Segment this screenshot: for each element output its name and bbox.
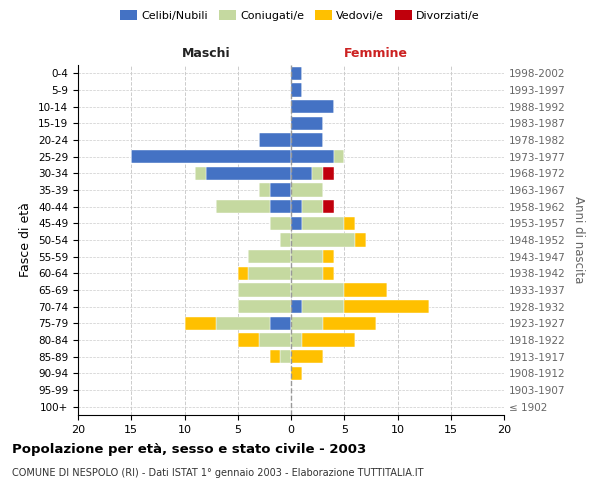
Bar — [302, 300, 344, 314]
Bar — [131, 150, 291, 164]
Bar — [291, 366, 302, 380]
Bar — [280, 234, 291, 246]
Bar — [291, 300, 302, 314]
Bar — [195, 166, 206, 180]
Y-axis label: Anni di nascita: Anni di nascita — [572, 196, 585, 284]
Bar — [217, 200, 270, 213]
Bar — [291, 350, 323, 364]
Bar — [248, 266, 291, 280]
Bar — [259, 134, 291, 146]
Bar — [291, 166, 313, 180]
Bar — [344, 300, 430, 314]
Bar — [344, 216, 355, 230]
Bar — [291, 116, 323, 130]
Bar — [291, 66, 302, 80]
Bar — [291, 316, 323, 330]
Bar — [248, 250, 291, 264]
Bar — [270, 184, 291, 196]
Bar — [238, 266, 248, 280]
Bar — [291, 150, 334, 164]
Bar — [323, 250, 334, 264]
Bar — [291, 134, 323, 146]
Bar — [291, 184, 323, 196]
Bar — [355, 234, 365, 246]
Bar — [291, 250, 323, 264]
Bar — [291, 100, 334, 114]
Bar — [185, 316, 217, 330]
Bar — [270, 216, 291, 230]
Bar — [270, 316, 291, 330]
Y-axis label: Fasce di età: Fasce di età — [19, 202, 32, 278]
Bar — [291, 334, 302, 346]
Bar — [238, 334, 259, 346]
Bar — [323, 266, 334, 280]
Text: COMUNE DI NESPOLO (RI) - Dati ISTAT 1° gennaio 2003 - Elaborazione TUTTITALIA.IT: COMUNE DI NESPOLO (RI) - Dati ISTAT 1° g… — [12, 468, 424, 477]
Text: Popolazione per età, sesso e stato civile - 2003: Popolazione per età, sesso e stato civil… — [12, 442, 366, 456]
Bar — [291, 200, 302, 213]
Bar — [323, 316, 376, 330]
Bar — [206, 166, 291, 180]
Bar — [344, 284, 387, 296]
Bar — [259, 184, 270, 196]
Bar — [270, 350, 280, 364]
Bar — [323, 166, 334, 180]
Bar — [238, 284, 291, 296]
Bar — [291, 84, 302, 96]
Bar — [334, 150, 344, 164]
Bar — [270, 200, 291, 213]
Bar — [323, 200, 334, 213]
Bar — [291, 284, 344, 296]
Bar — [217, 316, 270, 330]
Bar — [238, 300, 291, 314]
Bar — [313, 166, 323, 180]
Bar — [291, 234, 355, 246]
Bar — [291, 216, 302, 230]
Bar — [302, 200, 323, 213]
Bar — [302, 216, 344, 230]
Bar — [302, 334, 355, 346]
Bar — [280, 350, 291, 364]
Legend: Celibi/Nubili, Coniugati/e, Vedovi/e, Divorziati/e: Celibi/Nubili, Coniugati/e, Vedovi/e, Di… — [118, 8, 482, 24]
Bar — [291, 266, 323, 280]
Bar — [259, 334, 291, 346]
